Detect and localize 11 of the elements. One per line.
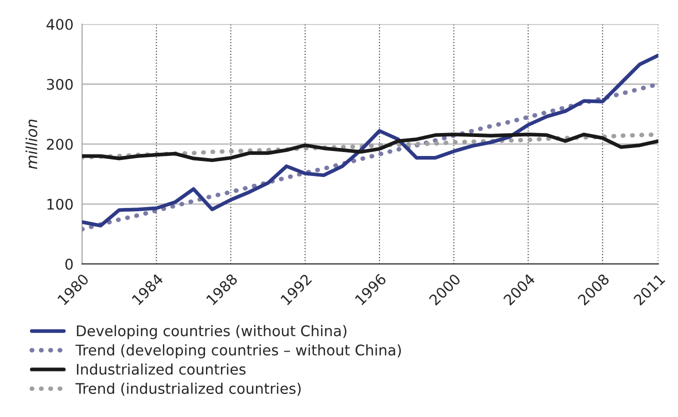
y-tick-label: 100 <box>47 198 73 210</box>
line-series <box>82 54 658 228</box>
y-tick-label: 300 <box>46 78 73 90</box>
legend-label: Trend (industrialized countries) <box>75 382 301 396</box>
legend-label: Trend (developing countries – without China) <box>75 344 401 358</box>
legend-label: Developing countries (without China) <box>76 325 346 340</box>
y-tick-label: 400 <box>46 18 73 30</box>
legend-label: Industrialized countries <box>76 363 246 375</box>
y-tick-label: 200 <box>46 138 73 150</box>
y-axis-title: million <box>26 120 38 169</box>
y-tick-label: 0 <box>65 258 73 270</box>
